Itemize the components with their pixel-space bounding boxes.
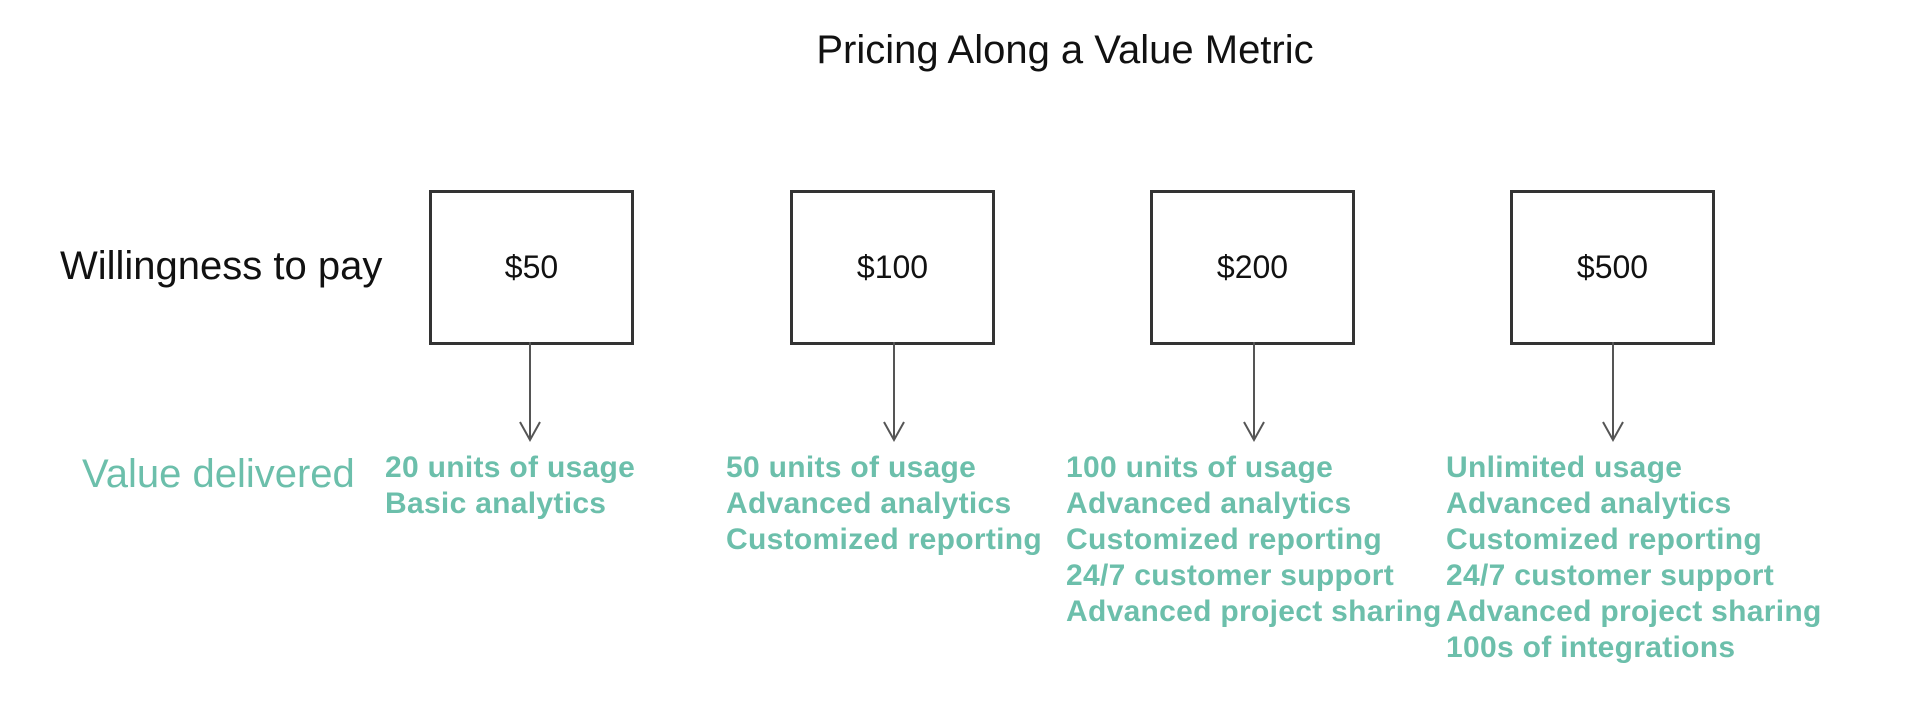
feature-item: 24/7 customer support <box>1066 559 1395 592</box>
arrow-down-icon <box>883 342 905 443</box>
feature-item: Customized reporting <box>726 523 1043 556</box>
feature-item: 50 units of usage <box>726 451 977 484</box>
feature-item: Advanced project sharing <box>1446 595 1822 628</box>
feature-item: Advanced analytics <box>726 487 1012 520</box>
feature-item: Customized reporting <box>1446 523 1763 556</box>
arrow-down-icon <box>1243 342 1265 443</box>
feature-item: Customized reporting <box>1066 523 1383 556</box>
feature-list-tier-4: Unlimited usage Advanced analytics Custo… <box>1446 450 1822 666</box>
feature-item: 100 units of usage <box>1066 451 1334 484</box>
feature-list-tier-1: 20 units of usage Basic analytics <box>385 450 635 522</box>
feature-item: Advanced project sharing <box>1066 595 1442 628</box>
price-box-tier-1: $50 <box>429 190 634 345</box>
arrow-down-icon <box>1602 342 1624 443</box>
price-label: $200 <box>1216 249 1289 285</box>
value-delivered-label: Value delivered <box>82 452 355 496</box>
feature-list-tier-2: 50 units of usage Advanced analytics Cus… <box>726 450 1042 558</box>
feature-item: Advanced analytics <box>1446 487 1732 520</box>
price-label: $500 <box>1576 249 1649 285</box>
feature-item: 20 units of usage <box>385 451 636 484</box>
feature-item: 100s of integrations <box>1446 631 1736 664</box>
price-box-tier-4: $500 <box>1510 190 1715 345</box>
arrow-down-icon <box>519 342 541 443</box>
price-label: $50 <box>504 249 559 285</box>
feature-list-tier-3: 100 units of usage Advanced analytics Cu… <box>1066 450 1442 630</box>
diagram-title: Pricing Along a Value Metric <box>816 28 1314 72</box>
feature-item: Unlimited usage <box>1446 451 1683 484</box>
price-label: $100 <box>856 249 929 285</box>
feature-item: Basic analytics <box>385 487 607 520</box>
feature-item: 24/7 customer support <box>1446 559 1775 592</box>
price-box-tier-3: $200 <box>1150 190 1355 345</box>
willingness-to-pay-label: Willingness to pay <box>60 244 383 288</box>
feature-item: Advanced analytics <box>1066 487 1352 520</box>
price-box-tier-2: $100 <box>790 190 995 345</box>
